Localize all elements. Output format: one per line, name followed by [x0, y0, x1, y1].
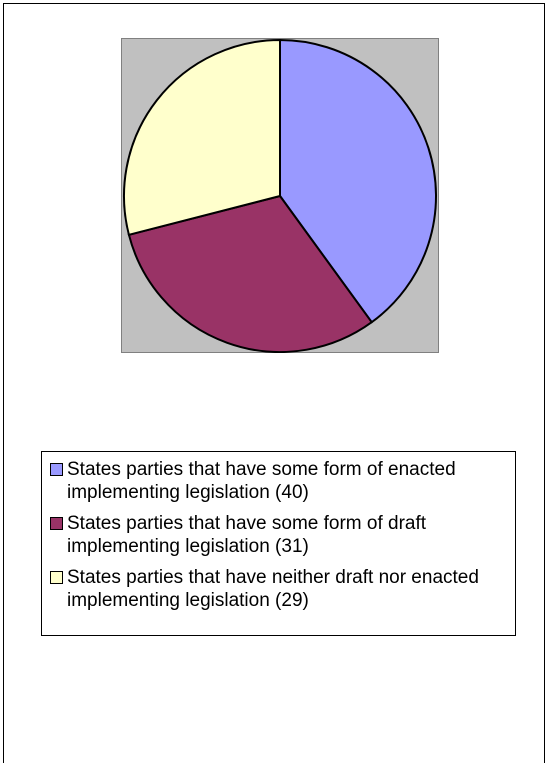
legend-item-draft: States parties that have some form of dr…: [50, 512, 515, 558]
legend-swatch-enacted: [50, 463, 63, 476]
legend-item-enacted: States parties that have some form of en…: [50, 458, 515, 504]
legend: States parties that have some form of en…: [41, 451, 516, 636]
legend-swatch-neither: [50, 571, 63, 584]
legend-item-neither: States parties that have neither draft n…: [50, 566, 515, 612]
pie-slice-2: [123, 38, 281, 237]
pie-slice-0: [279, 38, 437, 324]
legend-label-draft: States parties that have some form of dr…: [67, 513, 427, 557]
legend-label-enacted: States parties that have some form of en…: [67, 459, 456, 503]
legend-swatch-draft: [50, 517, 63, 530]
legend-label-neither: States parties that have neither draft n…: [67, 567, 479, 611]
pie-chart: [123, 38, 437, 353]
pie-slice-1: [127, 194, 374, 353]
